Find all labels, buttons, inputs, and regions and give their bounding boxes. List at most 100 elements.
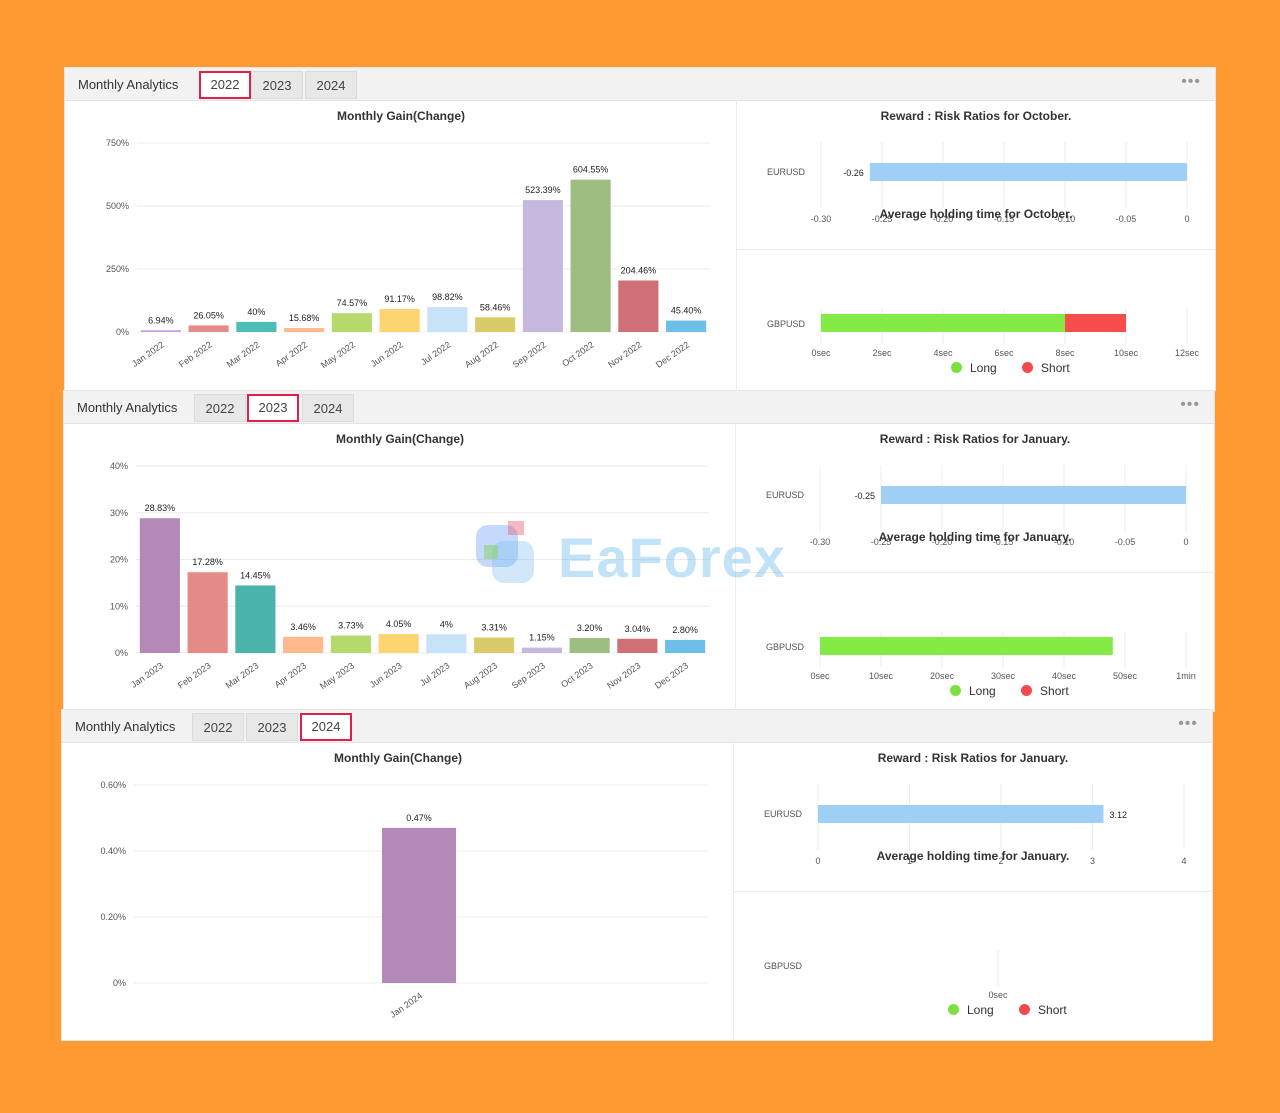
x-tick-label: 0 [1183,537,1188,547]
bar [427,307,468,332]
gain-chart-title: Monthly Gain(Change) [334,751,462,765]
legend-long[interactable]: Long [948,1003,994,1017]
bar [284,328,325,332]
tab-2024[interactable]: 2024 [300,713,352,741]
y-tick-label: 250% [106,264,129,274]
more-options-icon[interactable]: ••• [1180,396,1200,413]
tab-2024[interactable]: 2024 [302,394,354,422]
x-tick-label: Aug 2023 [462,660,499,690]
x-tick-label: Nov 2023 [605,660,642,690]
x-tick-label: 1 [907,856,912,866]
rr-chart-title: Reward : Risk Ratios for January. [878,751,1069,765]
bar-value-label: 91.17% [384,294,415,304]
more-options-icon[interactable]: ••• [1181,73,1201,90]
y-tick-label: 750% [106,138,129,148]
y-tick-label: 20% [110,555,128,565]
short-dot-icon [1019,1004,1031,1015]
x-tick-label: Jul 2023 [418,660,452,688]
section-divider [735,423,736,711]
hold-chart-title: Average holding time for January. [879,530,1072,544]
bar [665,639,706,653]
bar-value-label: 1.15% [529,633,555,643]
bar [474,637,515,653]
legend-long-label: Long [969,684,996,698]
x-tick-label: 8sec [1055,348,1075,358]
legend-long[interactable]: Long [951,361,997,375]
x-tick-label: Jan 2022 [130,339,166,368]
x-tick-label: 30sec [991,671,1016,681]
x-tick-label: Jun 2023 [368,660,404,689]
more-options-icon[interactable]: ••• [1178,715,1198,732]
holding-legend: Long Short [948,1003,1089,1017]
tab-2022[interactable]: 2022 [199,71,251,99]
long-bar [820,637,1113,655]
x-tick-label: 3 [1090,856,1095,866]
x-tick-label: Sep 2022 [511,339,548,369]
holding-time-chart: Average holding time for January. 0sec 10s… [766,530,1196,681]
bar [140,330,181,332]
x-tick-label: 4sec [933,348,953,358]
x-tick-label: -0.15 [994,214,1015,224]
bar [236,321,277,332]
long-bar [821,314,1065,332]
bar-value-label: 40% [247,307,265,317]
tab-2022[interactable]: 2022 [192,713,244,741]
x-tick-label: Dec 2022 [654,339,691,369]
bar-value-label: 4% [440,619,453,629]
x-tick-label: 1min [1176,671,1196,681]
section-divider [736,100,737,390]
bar [187,572,228,653]
legend-short[interactable]: Short [1021,684,1069,698]
panel-title: Monthly Analytics [77,400,178,415]
x-tick-label: 4 [1181,856,1186,866]
analytics-panel-2024: Monthly Analytics 2022 2023 2024 ••• Mon… [61,709,1213,1041]
y-tick-label: 0.20% [100,912,126,922]
section-divider [737,249,1215,250]
bar [522,200,563,332]
x-tick-label: Apr 2023 [273,660,309,689]
bar-value-label: 74.57% [337,298,368,308]
legend-short[interactable]: Short [1022,361,1070,375]
x-tick-label: Nov 2022 [606,339,643,369]
tab-2022[interactable]: 2022 [194,394,246,422]
bar [235,585,276,653]
tab-2023[interactable]: 2023 [247,394,299,422]
reward-risk-chart: Reward : Risk Ratios for October. -0.30 -0… [767,109,1190,224]
rr-bar [881,486,1186,504]
x-tick-label: May 2023 [318,660,356,691]
bar [666,320,707,332]
holding-time-chart: Average holding time for October. 0sec 2se… [767,207,1200,358]
holding-legend: Long Short [950,684,1091,698]
hold-chart-title: Average holding time for January. [877,849,1070,863]
legend-short[interactable]: Short [1019,1003,1067,1017]
bar [330,635,371,653]
monthly-gain-chart: Monthly Gain(Change) 0% 0.20% 0.40% 0.60% 0.4… [100,751,707,1020]
section-divider [733,742,734,1040]
tab-2023[interactable]: 2023 [251,71,303,99]
panel-header: Monthly Analytics 2022 2023 2024 ••• [62,710,1212,743]
rr-chart-title: Reward : Risk Ratios for October. [881,109,1072,123]
x-tick-label: -0.15 [993,537,1014,547]
bar [139,518,180,653]
y-category-label: GBPUSD [764,961,803,971]
x-tick-label: Oct 2022 [560,339,596,368]
y-tick-label: 0.60% [100,780,126,790]
x-tick-label: Jan 2023 [129,660,165,689]
x-tick-label: 0sec [988,990,1008,1000]
x-tick-label: -0.25 [871,537,892,547]
y-tick-label: 30% [110,508,128,518]
x-tick-label: Jul 2022 [419,339,453,367]
bar [378,634,419,653]
legend-short-label: Short [1040,684,1069,698]
bar-value-label: 58.46% [480,302,511,312]
long-dot-icon [950,685,961,696]
bar [618,280,659,332]
bar-value-label: 45.40% [671,306,702,316]
analytics-panel-2023: Monthly Analytics 2022 2023 2024 ••• Mon… [63,390,1215,712]
legend-long[interactable]: Long [950,684,996,698]
tab-2024[interactable]: 2024 [305,71,357,99]
bar [331,313,372,332]
bar-value-label: -0.26 [843,168,864,178]
bar-value-label: 204.46% [621,265,657,275]
tab-2023[interactable]: 2023 [246,713,298,741]
